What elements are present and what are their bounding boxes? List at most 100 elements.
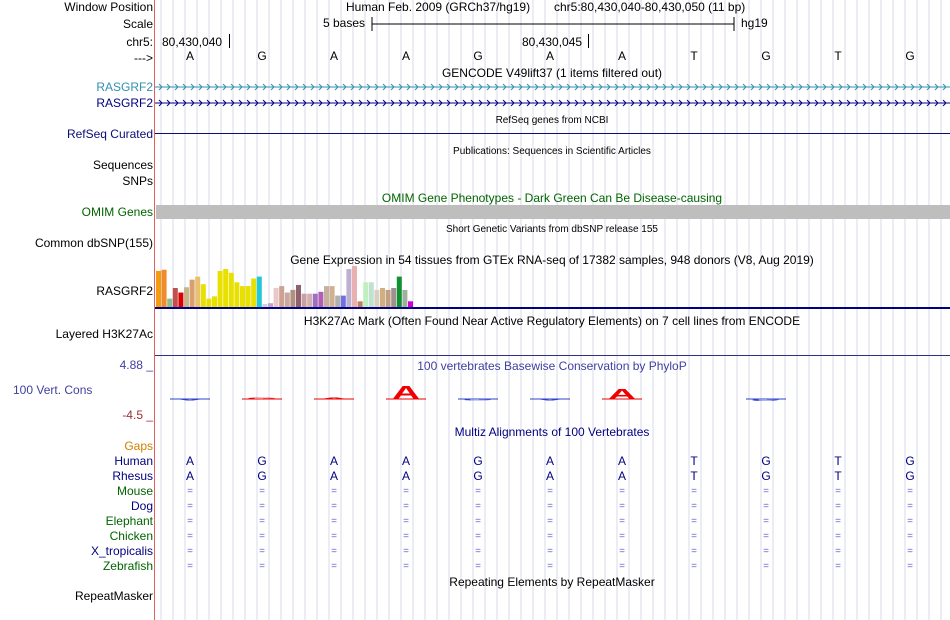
phylop-title: 100 vertebrates Basewise Conservation by…	[417, 359, 687, 373]
gtex-tissue-bar	[340, 295, 346, 307]
phylop-label[interactable]: 100 Vert. Cons	[13, 383, 93, 397]
gencode-gene-lines[interactable]	[155, 80, 950, 112]
species-label[interactable]: Chicken	[109, 529, 153, 543]
species-label[interactable]: Rhesus	[112, 469, 153, 483]
gencode-item-2[interactable]: RASGRF2	[96, 96, 153, 110]
sequence-base: A	[185, 49, 195, 63]
strand-chevron	[414, 99, 419, 107]
h3k27ac-label[interactable]: Layered H3K27Ac	[55, 327, 153, 341]
strand-chevron	[198, 99, 203, 107]
refseq-title: RefSeq genes from NCBI	[495, 115, 609, 126]
strand-chevron	[398, 99, 403, 107]
dbsnp-label[interactable]: Common dbSNP(155)	[34, 236, 153, 250]
phylop-base-glyph: A	[320, 397, 348, 399]
strand-chevron	[702, 99, 707, 107]
strand-chevron	[430, 99, 435, 107]
sequence-base: A	[545, 49, 555, 63]
strand-chevron	[830, 99, 835, 107]
strand-chevron	[582, 99, 587, 107]
alignment-match: =	[403, 486, 409, 497]
sequence-base: G	[473, 49, 483, 63]
gtex-tissue-bar	[380, 288, 385, 307]
strand-chevron	[166, 99, 171, 107]
strand-chevron	[750, 83, 755, 91]
strand-chevron	[206, 83, 211, 91]
alignment-match: =	[187, 501, 193, 512]
gtex-tissue-bar	[296, 284, 301, 307]
species-label[interactable]: Human	[114, 454, 153, 468]
strand-chevron	[310, 99, 315, 107]
alignment-match: =	[187, 531, 193, 542]
strand-chevron	[574, 83, 579, 91]
gtex-tissue-bar	[402, 289, 408, 307]
sequence-base: G	[257, 49, 267, 63]
gtex-bar-chart[interactable]	[155, 266, 950, 310]
alignment-match: =	[475, 531, 481, 542]
strand-chevron	[390, 83, 395, 91]
phylop-plot[interactable]: A G A A G A A G	[155, 375, 950, 415]
strand-chevron	[318, 99, 323, 107]
strand-chevron	[542, 99, 547, 107]
strand-chevron	[614, 83, 619, 91]
repeatmasker-label[interactable]: RepeatMasker	[74, 589, 153, 603]
gtex-label[interactable]: RASGRF2	[96, 284, 153, 298]
strand-chevron	[614, 99, 619, 107]
gtex-tissue-bar	[335, 295, 341, 307]
alignment-match: =	[907, 501, 913, 512]
refseq-label[interactable]: RefSeq Curated	[66, 127, 153, 141]
species-label[interactable]: Dog	[130, 499, 153, 513]
pubs-label[interactable]: Sequences	[92, 158, 153, 172]
strand-chevron	[798, 99, 803, 107]
db-text: hg19	[741, 16, 768, 30]
gtex-tissue-bar	[368, 282, 374, 307]
track-label-divider	[154, 0, 155, 620]
h3k27ac-baseline	[155, 355, 950, 356]
species-label[interactable]: X_tropicalis	[90, 544, 153, 558]
strand-chevron	[654, 83, 659, 91]
alignment-match: =	[259, 546, 265, 557]
gtex-tissue-bar	[301, 293, 307, 307]
gencode-item-1[interactable]: RASGRF2	[96, 80, 153, 94]
strand-chevron	[942, 99, 947, 107]
gtex-tissue-bar	[279, 286, 285, 307]
snps-label[interactable]: SNPs	[122, 174, 153, 188]
strand-chevron	[814, 99, 819, 107]
strand-chevron	[502, 83, 507, 91]
gaps-label[interactable]: Gaps	[124, 439, 153, 453]
species-label[interactable]: Mouse	[116, 484, 153, 498]
strand-chevron	[918, 83, 923, 91]
scale-text: 5 bases	[323, 16, 366, 30]
alignment-match: =	[907, 486, 913, 497]
strand-chevron	[182, 99, 187, 107]
alignment-match: =	[331, 546, 337, 557]
alignment-match: =	[547, 501, 553, 512]
gtex-tissue-bar	[290, 289, 296, 307]
strand-chevron	[854, 83, 859, 91]
omim-phenotype-bar[interactable]	[156, 205, 950, 219]
strand-chevron	[534, 99, 539, 107]
strand-chevron	[686, 99, 691, 107]
gtex-title: Gene Expression in 54 tissues from GTEx …	[290, 253, 814, 267]
strand-chevron	[174, 83, 179, 91]
arrow-label: --->	[134, 51, 153, 65]
strand-chevron	[406, 99, 411, 107]
strand-chevron	[622, 83, 627, 91]
alignment-match: =	[763, 531, 769, 542]
refseq-gene-line[interactable]	[155, 133, 950, 134]
species-label[interactable]: Elephant	[105, 514, 153, 528]
strand-chevron	[662, 99, 667, 107]
alignment-match: =	[619, 516, 625, 527]
h3k27ac-title: H3K27Ac Mark (Often Found Near Active Re…	[303, 314, 801, 328]
strand-chevron	[918, 99, 923, 107]
strand-chevron	[302, 83, 307, 91]
omim-label[interactable]: OMIM Genes	[81, 205, 153, 219]
alignment-match: =	[763, 501, 769, 512]
gtex-tissue-bar	[240, 286, 245, 307]
gtex-tissue-bar	[262, 303, 268, 307]
species-label[interactable]: Zebrafish	[102, 559, 153, 573]
pubs-title: Publications: Sequences in Scientific Ar…	[453, 146, 651, 157]
dbsnp-title: Short Genetic Variants from dbSNP releas…	[446, 224, 658, 235]
coord-tick-1: 80,430,040	[162, 35, 223, 49]
alignment-base: A	[329, 469, 339, 483]
